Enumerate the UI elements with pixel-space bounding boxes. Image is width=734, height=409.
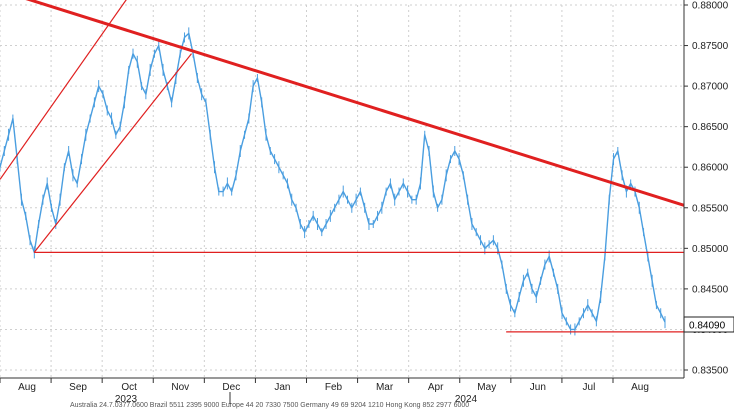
x-tick-label-12: Aug	[631, 382, 649, 393]
x-tick-label-1: Sep	[69, 382, 87, 393]
trendline-0	[25, 0, 685, 207]
x-tick-label-10: Jun	[530, 382, 546, 393]
x-tick-label-3: Nov	[171, 382, 189, 393]
y-tick-label-5: 0.85500	[692, 203, 729, 214]
trendline-2	[33, 53, 192, 253]
year-label-0: 2023	[115, 394, 138, 405]
series-line-0	[0, 32, 666, 331]
last-value-text: 0.84090	[689, 321, 726, 332]
last-value-box	[683, 316, 734, 333]
footer-text: Australia 24.7.0377.0600 Brazil 5511 239…	[70, 402, 469, 409]
y-tick-label-2: 0.87000	[692, 82, 729, 93]
trend-lines	[0, 0, 685, 333]
x-tick-label-9: May	[477, 382, 496, 393]
x-axis-ticks: Aug Sep Oct Nov Dec Jan Feb Mar Apr May Jun Jul Aug	[0, 378, 649, 393]
x-tick-label-0: Aug	[18, 382, 36, 393]
y-tick-label-9: 0.83500	[692, 366, 729, 377]
x-tick-label-4: Dec	[222, 382, 240, 393]
y-tick-label-1: 0.87500	[692, 41, 729, 52]
x-tick-label-7: Mar	[376, 382, 394, 393]
last-value-label: 0.84090	[683, 316, 734, 333]
x-tick-label-5: Jan	[274, 382, 290, 393]
year-label-1: 2024	[455, 394, 478, 405]
y-tick-label-3: 0.86500	[692, 122, 729, 133]
year-labels: 2023 2024	[115, 392, 478, 405]
y-tick-label-7: 0.84500	[692, 284, 729, 295]
y-tick-label-0: 0.88000	[692, 1, 729, 12]
y-tick-label-4: 0.86000	[692, 163, 729, 174]
x-tick-label-6: Feb	[325, 382, 343, 393]
x-tick-label-2: Oct	[121, 382, 137, 393]
y-tick-label-6: 0.85000	[692, 244, 729, 255]
x-tick-label-11: Jul	[583, 382, 596, 393]
trendline-1	[0, 0, 127, 180]
price-series	[0, 27, 666, 336]
x-tick-label-8: Apr	[428, 382, 444, 393]
